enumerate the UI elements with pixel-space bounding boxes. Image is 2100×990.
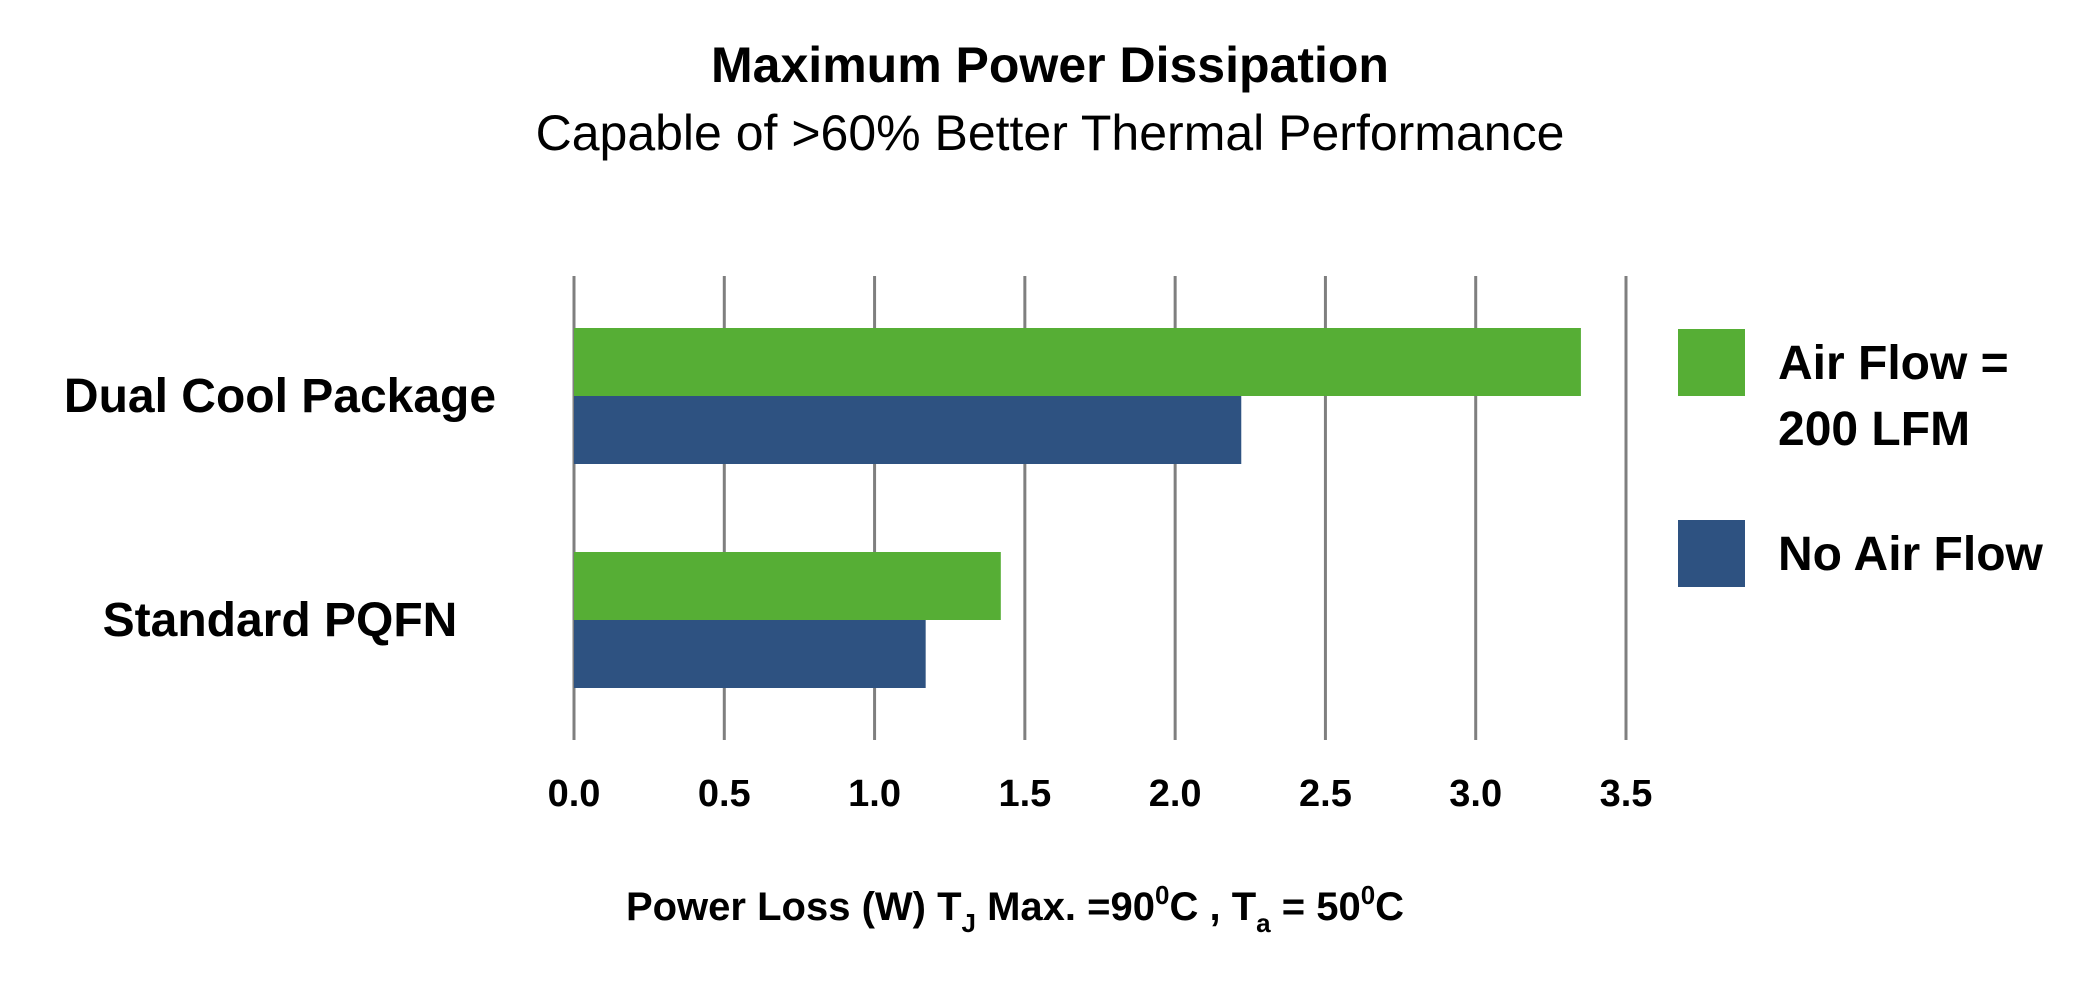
x-axis-label: Power Loss (W) TJ Max. =900C , Ta = 500C <box>626 880 1404 938</box>
category-labels: Dual Cool Package Standard PQFN <box>64 370 496 647</box>
chart-subtitle: Capable of >60% Better Thermal Performan… <box>536 105 1565 161</box>
x-tick-label-7: 3.5 <box>1600 773 1653 815</box>
x-tick-label-2: 1.0 <box>848 773 901 815</box>
category-label-0: Dual Cool Package <box>64 370 496 423</box>
x-tick-labels: 0.0 0.5 1.0 1.5 2.0 2.5 3.0 3.5 <box>548 773 1653 815</box>
legend-label-1: No Air Flow <box>1778 528 2044 581</box>
x-tick-label-6: 3.0 <box>1449 773 1502 815</box>
chart-title: Maximum Power Dissipation <box>711 37 1389 93</box>
x-tick-label-1: 0.5 <box>698 773 751 815</box>
bar-0-1 <box>574 396 1242 464</box>
x-tick-label-4: 2.0 <box>1149 773 1202 815</box>
legend-label-0: Air Flow = 200 LFM <box>1778 337 2009 456</box>
x-tick-label-0: 0.0 <box>548 773 601 815</box>
category-label-1: Standard PQFN <box>103 594 458 647</box>
legend-swatch-0 <box>1678 329 1745 396</box>
x-tick-label-5: 2.5 <box>1299 773 1352 815</box>
bar-1-0 <box>574 552 1001 620</box>
x-tick-label-3: 1.5 <box>998 773 1051 815</box>
bar-1-1 <box>574 620 926 688</box>
bars <box>574 328 1581 688</box>
legend-swatch-1 <box>1678 520 1745 587</box>
legend: Air Flow = 200 LFM No Air Flow <box>1678 329 2044 587</box>
bar-0-0 <box>574 328 1581 396</box>
